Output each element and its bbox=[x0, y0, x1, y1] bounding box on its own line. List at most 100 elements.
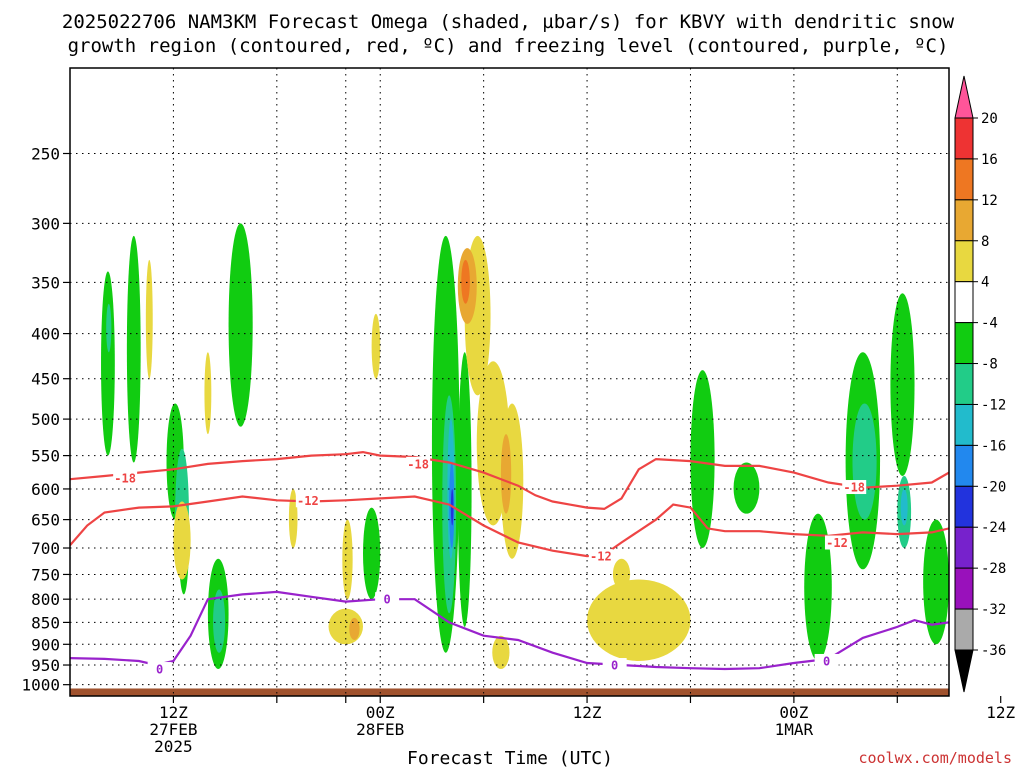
colorbar-label: 8 bbox=[981, 234, 989, 250]
contour-line-0 bbox=[70, 450, 949, 511]
colorbar-label: -12 bbox=[981, 397, 1006, 413]
contour-label-0-2: -18 bbox=[843, 481, 865, 495]
colorbar-segment-8 bbox=[954, 444, 974, 487]
contour-label-2-1: 0 bbox=[384, 593, 391, 607]
omega-region-35 bbox=[587, 579, 691, 661]
colorbar-segment-0 bbox=[954, 117, 974, 160]
colorbar-label: -8 bbox=[981, 357, 998, 373]
omega-region-0 bbox=[101, 271, 115, 456]
x-tick-label: 27FEB bbox=[149, 720, 197, 739]
omega-region-15 bbox=[106, 303, 112, 353]
colorbar-segment-6 bbox=[954, 363, 974, 405]
omega-region-37 bbox=[492, 635, 510, 670]
credit-text: coolwx.com/models bbox=[858, 749, 1012, 767]
contour-label-bg bbox=[295, 493, 320, 508]
contour-label-2-3: 0 bbox=[823, 654, 830, 668]
colorbar-segment-11 bbox=[954, 567, 974, 610]
y-axis-ticks: 250 300 350 400 450 500 550 600 650 700 750 800 850 9… bbox=[21, 144, 70, 695]
colorbar-label: 12 bbox=[981, 193, 998, 209]
omega-region-41 bbox=[500, 434, 512, 514]
x-tick-label: 28FEB bbox=[356, 720, 404, 739]
contour-label-1-2: -12 bbox=[826, 536, 848, 550]
omega-region-26 bbox=[145, 259, 153, 379]
plot-area bbox=[70, 68, 949, 696]
colorbar-label: -32 bbox=[981, 602, 1006, 618]
y-tick-label: 900 bbox=[31, 635, 60, 654]
y-tick-label: 1000 bbox=[21, 676, 60, 695]
omega-region-38 bbox=[173, 501, 191, 580]
x-tick-label: 12Z bbox=[573, 703, 602, 722]
y-tick-label: 950 bbox=[31, 656, 60, 675]
omega-region-27 bbox=[204, 352, 212, 435]
contour-label-bg bbox=[588, 549, 613, 564]
omega-region-28 bbox=[288, 488, 298, 549]
omega-region-29 bbox=[342, 519, 353, 600]
omega-region-11 bbox=[804, 513, 832, 661]
omega-region-5 bbox=[228, 223, 253, 427]
omega-region-40 bbox=[349, 617, 360, 641]
y-tick-label: 800 bbox=[31, 590, 60, 609]
omega-region-1 bbox=[126, 235, 141, 463]
x-tick-label: 12Z bbox=[986, 703, 1015, 722]
colorbar-segment-2 bbox=[954, 199, 974, 242]
y-tick-label: 650 bbox=[31, 511, 60, 530]
colorbar-segment-7 bbox=[954, 403, 974, 446]
colorbar-segment-10 bbox=[954, 526, 974, 569]
colorbar-label: -24 bbox=[981, 520, 1006, 536]
y-tick-label: 400 bbox=[31, 325, 60, 344]
y-tick-label: 850 bbox=[31, 613, 60, 632]
grid-lines bbox=[70, 68, 949, 696]
contour-label-0-0: -18 bbox=[114, 471, 136, 485]
omega-region-36 bbox=[612, 558, 631, 590]
omega-region-13 bbox=[890, 293, 915, 476]
y-tick-label: 450 bbox=[31, 370, 60, 389]
colorbar-segment-4 bbox=[954, 281, 974, 324]
omega-region-30 bbox=[371, 313, 381, 379]
colorbar-segment-12 bbox=[954, 608, 974, 651]
colorbar-segment-1 bbox=[954, 158, 974, 201]
omega-region-23 bbox=[900, 488, 908, 526]
surface-band bbox=[70, 688, 949, 696]
y-tick-label: 250 bbox=[31, 144, 60, 163]
colorbar-top-arrow bbox=[954, 75, 974, 119]
ground-surface bbox=[70, 688, 949, 696]
x-tick-label: 1MAR bbox=[775, 720, 814, 739]
colorbar-bottom-arrow bbox=[954, 649, 974, 693]
chart-title-line-1: 2025022706 NAM3KM Forecast Omega (shaded… bbox=[62, 11, 955, 33]
omega-region-9 bbox=[690, 370, 715, 549]
contour-label-2-2: 0 bbox=[611, 659, 618, 673]
y-tick-label: 700 bbox=[31, 539, 60, 558]
colorbar-label: -16 bbox=[981, 438, 1006, 454]
x-tick-label: 00Z bbox=[779, 703, 808, 722]
y-tick-label: 550 bbox=[31, 447, 60, 466]
colorbar-segment-9 bbox=[954, 485, 974, 528]
colorbar-label: 4 bbox=[981, 275, 989, 291]
x-tick-label: 00Z bbox=[366, 703, 395, 722]
y-tick-label: 300 bbox=[31, 214, 60, 233]
chart-title-line-2: growth region (contoured, red, ºC) and f… bbox=[68, 35, 949, 57]
plot-frame bbox=[69, 67, 950, 697]
contour-label-1-0: -12 bbox=[297, 494, 319, 508]
colorbar-label: -36 bbox=[981, 643, 1006, 659]
x-tick-label: 12Z bbox=[159, 703, 188, 722]
colorbar-segment-3 bbox=[954, 240, 974, 283]
contour-label-bg bbox=[602, 658, 627, 673]
omega-region-14 bbox=[923, 519, 949, 645]
y-tick-label: 750 bbox=[31, 565, 60, 584]
contour-label-bg bbox=[824, 535, 849, 550]
omega-region-42 bbox=[461, 259, 470, 304]
y-tick-label: 600 bbox=[31, 480, 60, 499]
contour-label-bg bbox=[814, 653, 839, 668]
colorbar-label: -28 bbox=[981, 561, 1006, 577]
omega-region-19 bbox=[852, 403, 877, 520]
y-tick-label: 500 bbox=[31, 410, 60, 429]
contour-label-0-1: -18 bbox=[407, 457, 429, 471]
colorbar-label: -20 bbox=[981, 479, 1006, 495]
contour-line-1 bbox=[70, 495, 949, 558]
omega-region-10 bbox=[733, 462, 760, 514]
omega-region-8 bbox=[457, 352, 472, 627]
x-tick-label: 2025 bbox=[154, 737, 193, 756]
contour-labels: -18 -18 -18 -12 -12 -12 0 0 0 0 bbox=[113, 456, 867, 677]
